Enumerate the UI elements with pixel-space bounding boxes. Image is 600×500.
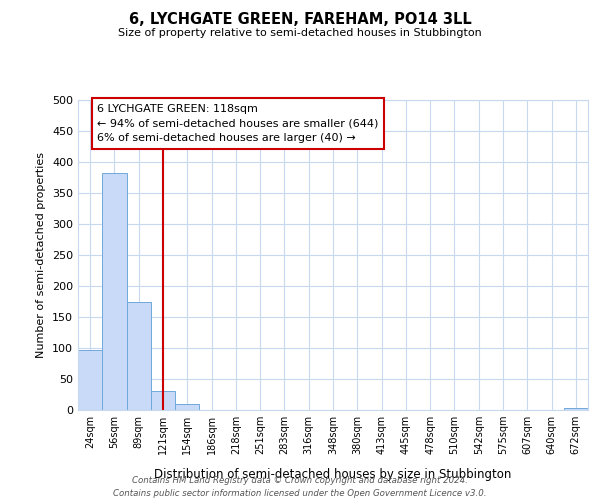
Text: 6, LYCHGATE GREEN, FAREHAM, PO14 3LL: 6, LYCHGATE GREEN, FAREHAM, PO14 3LL <box>128 12 472 28</box>
Text: Contains HM Land Registry data © Crown copyright and database right 2024.
Contai: Contains HM Land Registry data © Crown c… <box>113 476 487 498</box>
X-axis label: Distribution of semi-detached houses by size in Stubbington: Distribution of semi-detached houses by … <box>154 468 512 481</box>
Text: 6 LYCHGATE GREEN: 118sqm
← 94% of semi-detached houses are smaller (644)
6% of s: 6 LYCHGATE GREEN: 118sqm ← 94% of semi-d… <box>97 104 379 144</box>
Bar <box>175 404 199 410</box>
Bar <box>564 408 588 410</box>
Bar <box>127 302 151 410</box>
Y-axis label: Number of semi-detached properties: Number of semi-detached properties <box>37 152 46 358</box>
Bar <box>102 172 127 410</box>
Bar <box>151 392 175 410</box>
Bar <box>78 350 102 410</box>
Text: Size of property relative to semi-detached houses in Stubbington: Size of property relative to semi-detach… <box>118 28 482 38</box>
